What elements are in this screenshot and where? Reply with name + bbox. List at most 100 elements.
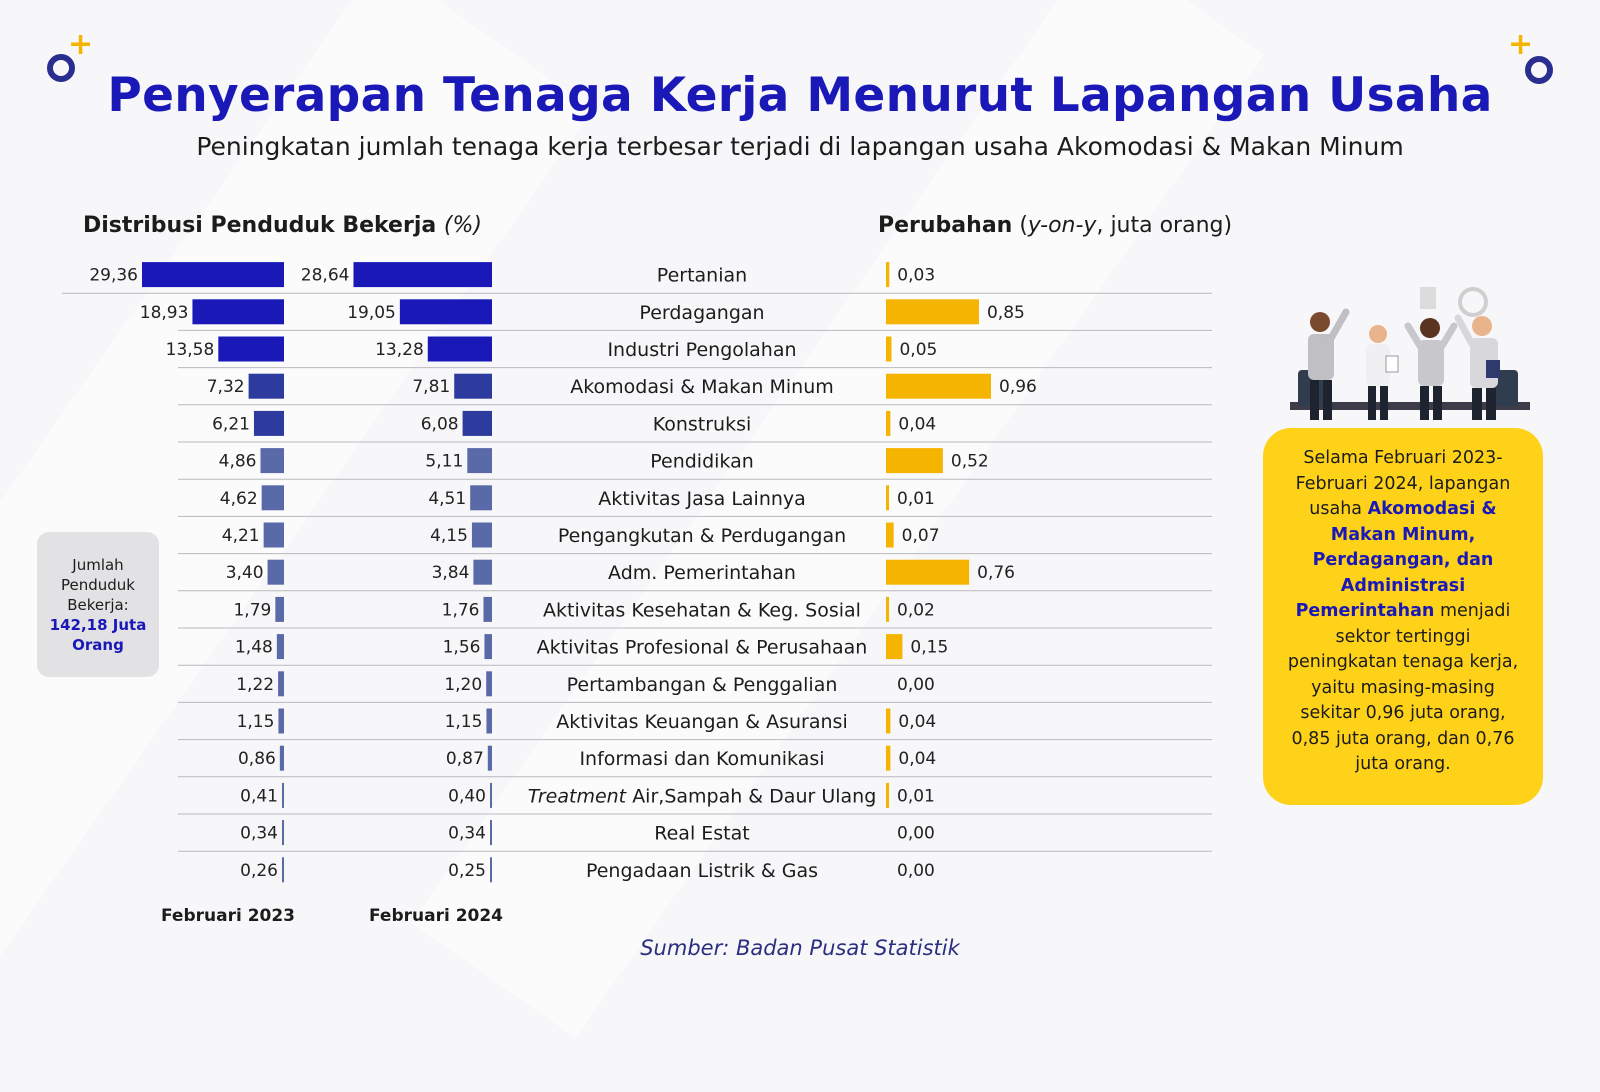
bar-2023	[282, 782, 284, 808]
change-bar	[886, 559, 970, 585]
value-label-2024: 0,40	[448, 786, 486, 806]
change-bar	[886, 708, 891, 734]
change-bar	[886, 373, 991, 399]
value-label-2023: 0,34	[240, 824, 278, 844]
bar-2024	[470, 485, 492, 511]
value-label-2024: 1,15	[445, 712, 483, 732]
ring-icon	[47, 54, 75, 82]
change-value-label: 0,04	[898, 414, 936, 434]
change-value-label: 0,15	[910, 638, 948, 658]
value-label-2024: 1,76	[442, 600, 480, 620]
value-label-2023: 4,21	[222, 526, 260, 546]
distribution-unit: (%)	[443, 213, 482, 238]
category-label-rest: Air,Sampah & Daur Ulang	[632, 785, 876, 807]
change-bar	[886, 634, 903, 660]
value-label-2023: 7,32	[207, 377, 245, 397]
change-bar	[886, 448, 943, 474]
bar-2024	[490, 782, 492, 808]
page-subtitle: Peningkatan jumlah tenaga kerja terbesar…	[196, 132, 1404, 161]
category-label: Konstruksi	[653, 413, 752, 435]
category-label: Pendidikan	[650, 451, 754, 473]
change-unit-post: , juta orang)	[1096, 213, 1233, 238]
change-bar	[886, 596, 889, 622]
bar-2024	[484, 634, 492, 660]
value-label-2023: 18,93	[140, 303, 189, 323]
bar-2024	[427, 336, 492, 362]
value-label-2023: 4,86	[219, 452, 257, 472]
change-value-label: 0,52	[951, 452, 989, 472]
bar-2023	[218, 336, 284, 362]
distribution-heading-text: Distribusi Penduduk Bekerja	[83, 213, 437, 238]
bar-2023	[282, 857, 284, 883]
bar-2023	[275, 596, 284, 622]
bar-2024	[454, 373, 492, 399]
bar-2024	[486, 671, 492, 697]
change-value-label: 0,00	[897, 861, 935, 881]
bar-2024	[486, 708, 492, 734]
value-label-2024: 4,51	[428, 489, 466, 509]
value-label-2024: 0,34	[448, 824, 486, 844]
change-bar	[886, 485, 889, 511]
change-bar	[886, 336, 892, 362]
value-label-2023: 1,15	[237, 712, 275, 732]
change-heading: Perubahan (y-on-y, juta orang)	[878, 213, 1232, 238]
change-value-label: 0,96	[999, 377, 1037, 397]
change-bar	[886, 262, 890, 288]
value-label-2024: 13,28	[375, 340, 424, 360]
bar-2024	[483, 596, 492, 622]
value-label-2024: 3,84	[432, 563, 470, 583]
value-label-2023: 0,41	[240, 786, 278, 806]
value-label-2023: 6,21	[212, 414, 250, 434]
change-heading-text: Perubahan	[878, 213, 1013, 238]
change-value-label: 0,02	[897, 600, 935, 620]
change-value-label: 0,07	[902, 526, 940, 546]
bar-2024	[487, 745, 492, 771]
chart-area: 29,36 28,64 Pertanian 0,03 18,93 19,05 Perdaga…	[62, 262, 1212, 883]
change-value-label: 0,01	[897, 786, 935, 806]
category-label: Pertambangan & Penggalian	[567, 674, 838, 696]
category-label: Treatment Air,Sampah & Daur Ulang	[528, 785, 877, 807]
value-label-2024: 1,20	[444, 675, 482, 695]
bar-2024	[471, 522, 492, 548]
bar-2023	[267, 559, 284, 585]
bar-2024	[473, 559, 492, 585]
category-label: Pengadaan Listrik & Gas	[586, 860, 818, 882]
plus-icon: +	[1508, 27, 1534, 62]
change-value-label: 0,03	[897, 266, 935, 286]
summary-note: Selama Februari 2023-Februari 2024, lapa…	[1263, 428, 1543, 805]
bar-2024	[353, 262, 492, 288]
bar-2024	[467, 448, 492, 474]
change-value-label: 0,85	[987, 303, 1025, 323]
value-label-2023: 3,40	[226, 563, 264, 583]
change-bar	[886, 410, 891, 436]
change-bar	[886, 299, 979, 325]
bar-2023	[279, 745, 284, 771]
bar-2023	[142, 262, 284, 288]
value-label-2023: 29,36	[89, 266, 138, 286]
bar-2024	[462, 410, 492, 436]
category-label: Informasi dan Komunikasi	[579, 748, 824, 770]
category-label: Aktivitas Profesional & Perusahaan	[537, 637, 868, 659]
category-label-italic: Treatment	[528, 785, 632, 807]
year-label-2023: Februari 2023	[160, 906, 296, 926]
category-label: Pengangkutan & Perdugangan	[558, 525, 846, 547]
distribution-heading: Distribusi Penduduk Bekerja (%)	[83, 213, 482, 238]
employed-label-line: Jumlah	[72, 555, 124, 574]
change-bar	[886, 522, 894, 548]
plus-icon: +	[68, 27, 94, 62]
bar-2023	[282, 820, 284, 846]
change-value-label: 0,05	[899, 340, 937, 360]
category-label: Aktivitas Jasa Lainnya	[598, 488, 806, 510]
employed-total-box: Jumlah Penduduk Bekerja: 142,18 Juta Ora…	[37, 532, 159, 677]
value-label-2024: 5,11	[425, 452, 463, 472]
page-title: Penyerapan Tenaga Kerja Menurut Lapangan…	[107, 68, 1493, 123]
category-label: Akomodasi & Makan Minum	[570, 376, 834, 398]
bar-2023	[278, 671, 284, 697]
change-bar	[886, 782, 889, 808]
change-value-label: 0,04	[898, 712, 936, 732]
employed-label-line: Penduduk	[61, 575, 135, 594]
change-bar	[886, 745, 891, 771]
value-label-2023: 0,86	[238, 749, 276, 769]
bar-2023	[263, 522, 284, 548]
value-label-2023: 0,26	[240, 861, 278, 881]
